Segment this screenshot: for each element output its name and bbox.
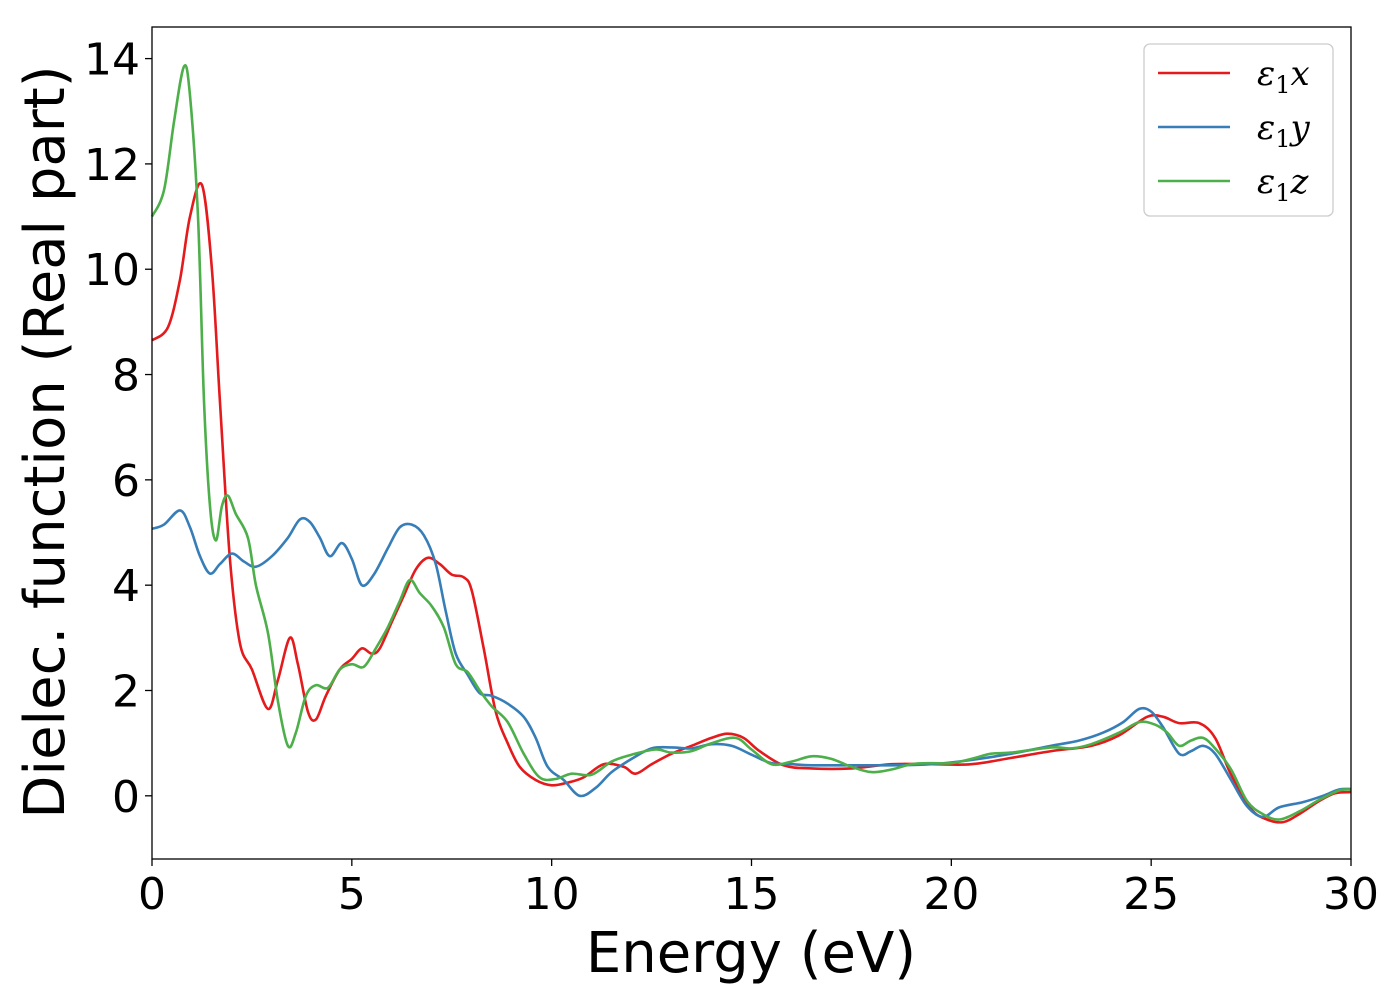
- y-tick-label: 14: [84, 35, 140, 86]
- y-tick-label: 0: [112, 772, 140, 823]
- legend-box: [1143, 43, 1334, 217]
- y-axis-ticks: 0 2 4 6 8 10 12 14: [84, 35, 152, 823]
- y-axis-title: Dielec. function (Real part): [13, 65, 78, 818]
- x-axis-title: Energy (eV): [586, 921, 916, 986]
- x-tick-label: 25: [1123, 869, 1179, 920]
- x-tick-label: 5: [338, 869, 366, 920]
- legend: ε1x ε1y ε1z: [1143, 43, 1334, 217]
- legend-label-x: ε1x: [1257, 54, 1310, 99]
- series-line-x: [151, 181, 1352, 824]
- x-tick-label: 15: [724, 869, 780, 920]
- y-tick-label: 6: [112, 456, 140, 507]
- x-tick-label: 20: [923, 869, 979, 920]
- plot-curves: [150, 64, 1352, 824]
- y-tick-label: 12: [84, 140, 140, 191]
- x-tick-label: 30: [1323, 869, 1379, 920]
- y-tick-label: 10: [84, 245, 140, 296]
- x-axis-ticks: 0 5 10 15 20 25 30: [138, 859, 1379, 920]
- legend-label-z: ε1z: [1257, 162, 1310, 207]
- legend-label-y: ε1y: [1257, 108, 1311, 153]
- y-tick-label: 8: [112, 351, 140, 402]
- series-line-y: [151, 509, 1352, 819]
- x-tick-label: 0: [138, 869, 166, 920]
- y-tick-label: 2: [112, 666, 140, 717]
- x-tick-label: 10: [524, 869, 580, 920]
- series-line-z: [150, 64, 1352, 821]
- y-tick-label: 4: [112, 561, 140, 612]
